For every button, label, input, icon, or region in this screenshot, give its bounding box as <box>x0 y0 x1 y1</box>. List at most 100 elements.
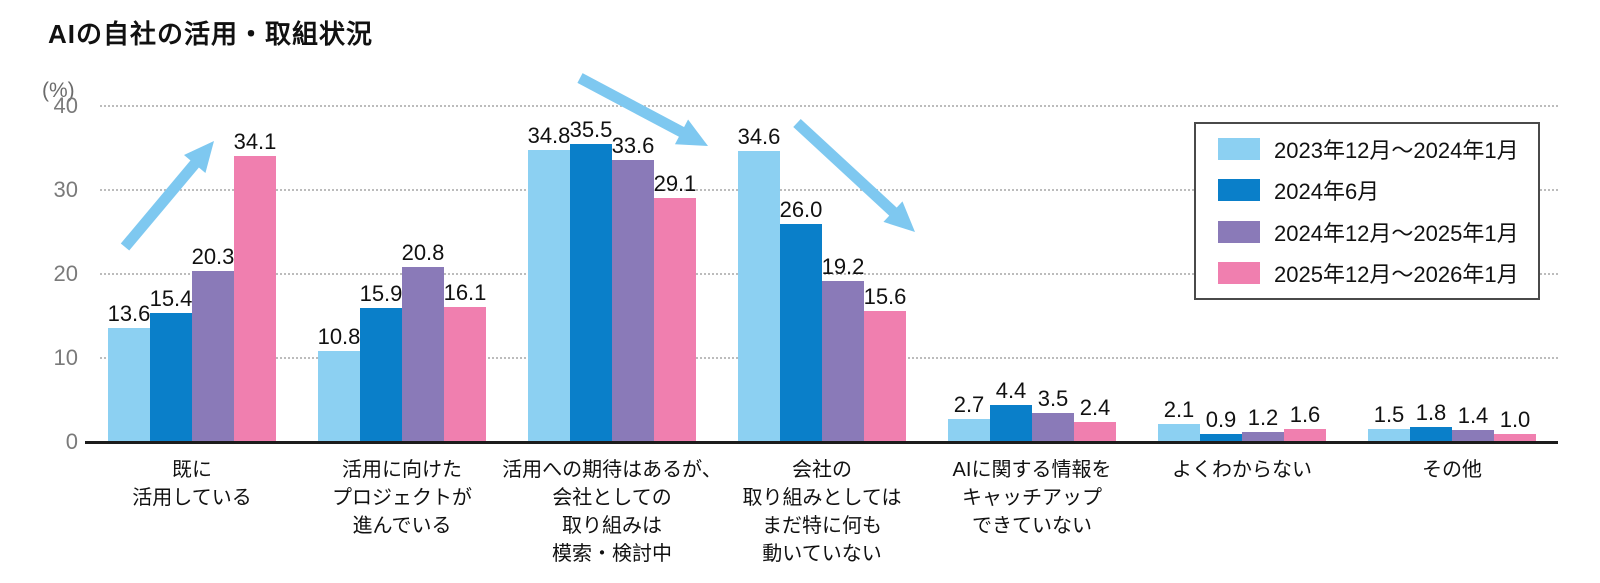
bar-value-label: 26.0 <box>779 196 823 222</box>
category-label-line: 活用への期待はあるが、 <box>502 459 722 481</box>
gridline <box>100 273 1558 275</box>
bar-value-label: 1.5 <box>1373 402 1405 428</box>
y-tick-label: 30 <box>53 177 78 202</box>
category-label-line: よくわからない <box>1172 459 1312 481</box>
bar <box>360 308 402 442</box>
bar-value-label: 1.2 <box>1247 404 1279 430</box>
category-label-line: できていない <box>972 515 1092 537</box>
bar <box>948 419 990 442</box>
bar <box>1200 434 1242 442</box>
bar <box>150 312 192 442</box>
bar-value-label: 4.4 <box>995 378 1027 404</box>
legend: 2023年12月～2024年1月 2024年6月 2024年12月～2025年1月 2… <box>1194 122 1540 300</box>
bar-value-label: 1.4 <box>1457 403 1489 429</box>
bar-value-label: 2.1 <box>1163 397 1195 423</box>
category-label: 会社の 取り組みとしては まだ特に何も 動いていない <box>702 456 942 568</box>
trend-arrow-up-shaft <box>120 154 205 251</box>
bar <box>1242 431 1284 442</box>
category-label: 活用に向けた プロジェクトが 進んでいる <box>282 456 522 540</box>
bar <box>402 267 444 442</box>
legend-item: 2024年12月～2025年1月 <box>1218 216 1538 248</box>
bar-value-label: 19.2 <box>821 253 865 279</box>
bar-value-label: 0.9 <box>1205 407 1237 433</box>
category-label-line: キャッチアップ <box>962 487 1102 509</box>
gridline <box>100 105 1558 107</box>
bar <box>864 310 906 442</box>
legend-item-label: 2024年12月～2025年1月 <box>1274 220 1519 246</box>
bar-value-label: 15.4 <box>149 285 193 311</box>
category-label-line: 活用している <box>132 487 252 509</box>
bar-value-label: 2.7 <box>953 392 985 418</box>
bar <box>780 223 822 442</box>
y-tick-label: 20 <box>53 261 78 286</box>
bar <box>1074 421 1116 442</box>
legend-swatch <box>1218 261 1260 284</box>
bar <box>654 197 696 442</box>
bar <box>444 306 486 442</box>
y-tick-label: 0 <box>65 429 78 454</box>
y-axis-unit-label: (%) <box>42 79 75 102</box>
y-tick-label: 10 <box>53 345 78 370</box>
x-axis-line <box>85 441 1558 444</box>
category-label-line: まだ特に何も <box>762 515 882 537</box>
bar-value-label: 15.6 <box>863 283 907 309</box>
bar-value-label: 29.1 <box>653 170 697 196</box>
bar <box>528 149 570 442</box>
category-label: よくわからない <box>1122 456 1362 484</box>
category-label-line: 会社としての <box>552 487 672 509</box>
category-label-line: 既に <box>172 459 212 481</box>
bar-value-label: 15.9 <box>359 281 403 307</box>
bar <box>192 271 234 442</box>
legend-item: 2025年12月～2026年1月 <box>1218 257 1538 289</box>
category-label-line: 会社の <box>792 459 852 481</box>
bar <box>1452 430 1494 442</box>
bar-value-label: 10.8 <box>317 324 361 350</box>
bar-value-label: 34.6 <box>737 124 781 150</box>
bar <box>1494 433 1536 442</box>
bar-value-label: 20.3 <box>191 244 235 270</box>
bar <box>738 151 780 442</box>
category-label-line: その他 <box>1422 459 1482 481</box>
bar-value-label: 3.5 <box>1037 385 1069 411</box>
chart-title: AIの自社の活用・取組状況 <box>48 19 374 49</box>
bar <box>108 327 150 442</box>
legend-swatch <box>1218 138 1260 161</box>
bar-value-label: 1.6 <box>1289 401 1321 427</box>
category-label-line: AIに関する情報を <box>952 459 1112 481</box>
bar <box>234 155 276 442</box>
category-label-line: プロジェクトが <box>332 487 472 509</box>
bar <box>612 159 654 442</box>
category-label: 既に 活用している <box>72 456 312 512</box>
legend-swatch <box>1218 179 1260 202</box>
bar <box>990 405 1032 442</box>
bar <box>1032 412 1074 442</box>
bar-value-label: 1.0 <box>1499 406 1531 432</box>
bar-value-label: 16.1 <box>443 279 487 305</box>
bar-value-label: 34.8 <box>527 122 571 148</box>
category-label-line: 活用に向けた <box>342 459 462 481</box>
bar-value-label: 1.8 <box>1415 399 1447 425</box>
legend-item: 2024年6月 <box>1218 174 1538 206</box>
legend-swatch <box>1218 220 1260 243</box>
category-label-line: 取り組みは <box>562 515 662 537</box>
y-tick-label: 40 <box>53 93 78 118</box>
bar-value-label: 13.6 <box>107 300 151 326</box>
bar-value-label: 2.4 <box>1079 394 1111 420</box>
bar <box>1368 429 1410 442</box>
bar <box>1410 426 1452 442</box>
bar <box>1158 424 1200 442</box>
bar <box>318 351 360 442</box>
legend-item-label: 2025年12月～2026年1月 <box>1274 261 1519 287</box>
category-label: その他 <box>1332 456 1572 484</box>
legend-item-label: 2024年6月 <box>1274 179 1380 205</box>
legend-item: 2023年12月～2024年1月 <box>1218 133 1538 165</box>
category-label-line: 模索・検討中 <box>552 543 672 565</box>
bar <box>1284 428 1326 442</box>
bar-value-label: 34.1 <box>233 128 277 154</box>
bar-value-label: 20.8 <box>401 240 445 266</box>
category-label-line: 動いていない <box>762 543 882 565</box>
category-label-line: 進んでいる <box>352 515 452 537</box>
trend-arrow-down-head <box>674 119 708 146</box>
legend-item-label: 2023年12月～2024年1月 <box>1274 138 1519 164</box>
